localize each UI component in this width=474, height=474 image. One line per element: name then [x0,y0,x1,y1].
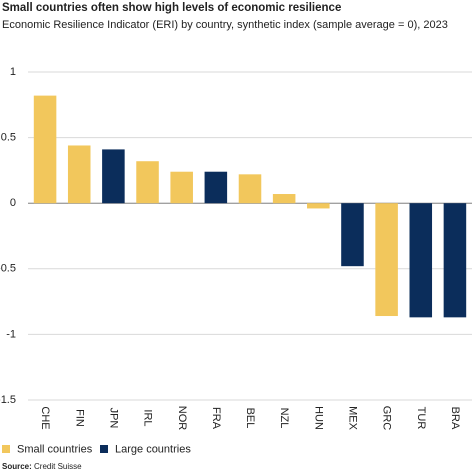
y-tick-label: 0 [10,197,16,209]
x-tick-label: MEX [347,406,359,431]
y-tick-label: -1.5 [0,394,16,406]
bar [443,203,467,318]
source: Credit Suisse [34,462,82,471]
bar [307,203,330,209]
legend-label: Large countries [115,443,191,455]
y-tick-label: 0.5 [1,132,16,144]
chart-subtitle: Economic Resilience Indicator (ERI) by c… [2,19,448,31]
y-tick-label: -0.5 [0,263,16,275]
x-tick-label: FIN [73,409,85,427]
bar [136,161,159,204]
bar [341,203,364,267]
bar [67,145,91,204]
x-tick-label: GRC [381,406,393,431]
x-tick-label: BEL [244,408,256,429]
x-tick-label: HUN [312,406,324,430]
x-tick-label: IRL [142,409,154,426]
legend-swatch [100,445,108,453]
bar [238,174,262,204]
bar [409,203,433,318]
x-tick-label: CHE [39,406,51,429]
chart-title: Small countries often show high levels o… [2,2,341,14]
x-tick-label: NZL [278,408,290,429]
bar [272,194,296,204]
bar [375,203,398,317]
legend-swatch [2,445,10,453]
source-label: Source: [2,462,32,471]
bar [33,95,57,204]
x-tick-label: BRA [449,407,461,430]
x-tick-label: TUR [415,407,427,430]
bar [170,171,193,204]
legend-label: Small countries [17,443,93,455]
bar [204,171,228,204]
x-tick-label: FRA [210,407,222,430]
bar [102,149,125,204]
y-tick-label: 1 [10,66,16,78]
x-tick-label: NOR [176,406,188,431]
x-tick-label: JPN [107,408,119,429]
y-tick-label: -1 [6,328,16,340]
